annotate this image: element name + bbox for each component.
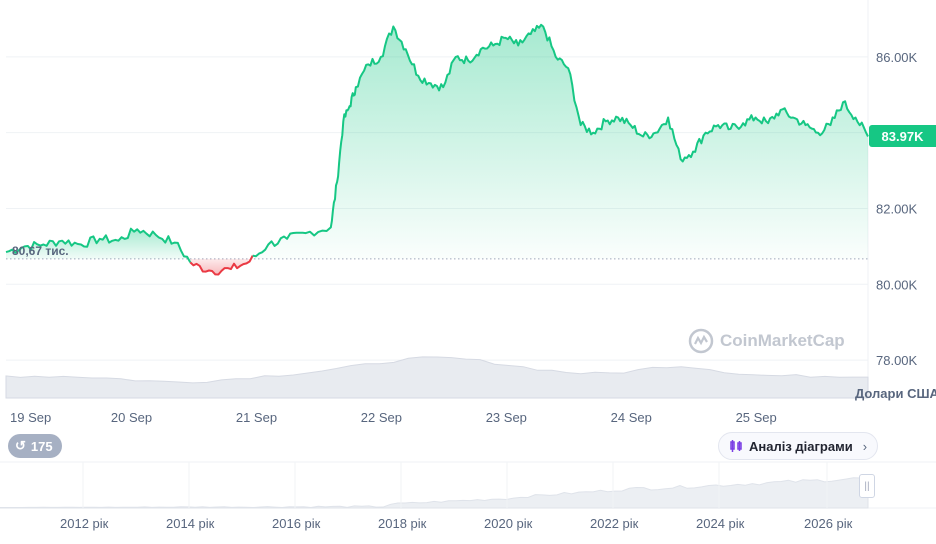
navigator-tick-label: 2016 рік xyxy=(272,516,321,531)
navigator-handle[interactable]: || xyxy=(859,474,875,498)
navigator-tick-label: 2018 рік xyxy=(378,516,427,531)
y-tick-label: 78.00K xyxy=(876,353,918,368)
navigator-tick-label: 2012 рік xyxy=(60,516,109,531)
navigator-tick-label: 2026 рік xyxy=(804,516,853,531)
currency-label: Долари США xyxy=(855,386,936,401)
chart-analysis-button[interactable]: Аналіз діаграми › xyxy=(718,432,879,460)
watermark: CoinMarketCap xyxy=(688,328,845,354)
volume-area xyxy=(5,356,869,399)
x-tick-label: 24 Sep xyxy=(611,410,652,425)
x-tick-label: 25 Sep xyxy=(736,410,777,425)
reference-value-label: 80,67 тис. xyxy=(12,244,69,258)
x-tick-label: 20 Sep xyxy=(111,410,152,425)
candlestick-icon xyxy=(730,440,742,452)
watermark-text: CoinMarketCap xyxy=(720,331,845,350)
price-line-up xyxy=(252,23,869,258)
chart-analysis-label: Аналіз діаграми xyxy=(749,438,853,454)
navigator-tick-label: 2020 рік xyxy=(484,516,533,531)
x-tick-label: 19 Sep xyxy=(10,410,51,425)
navigator-tick-label: 2024 рік xyxy=(696,516,745,531)
y-tick-label: 80.00K xyxy=(876,277,918,292)
price-line-down xyxy=(189,255,254,276)
x-tick-label: 23 Sep xyxy=(486,410,527,425)
history-count: 175 xyxy=(30,438,53,454)
coinmarketcap-logo-icon xyxy=(688,328,714,354)
y-tick-label: 82.00K xyxy=(876,201,918,216)
area-fill-down xyxy=(190,255,253,275)
x-tick-label: 21 Sep xyxy=(236,410,277,425)
history-badge[interactable]: ↺ 175 xyxy=(8,434,62,458)
current-price-badge: 83.97K xyxy=(869,125,936,147)
y-tick-label: 86.00K xyxy=(876,50,918,65)
navigator: 2012 рік 2014 рік 2016 рік 2018 рік 2020 рік… xyxy=(0,461,936,531)
navigator-tick-label: 2014 рік xyxy=(166,516,215,531)
history-icon: ↺ xyxy=(15,438,26,453)
navigator-series xyxy=(0,476,869,509)
chevron-right-icon: › xyxy=(862,438,868,454)
price-line-up xyxy=(5,227,192,263)
area-fill-up xyxy=(252,24,868,259)
navigator-tick-label: 2022 рік xyxy=(590,516,639,531)
x-tick-label: 22 Sep xyxy=(361,410,402,425)
area-fill-up xyxy=(6,228,191,263)
